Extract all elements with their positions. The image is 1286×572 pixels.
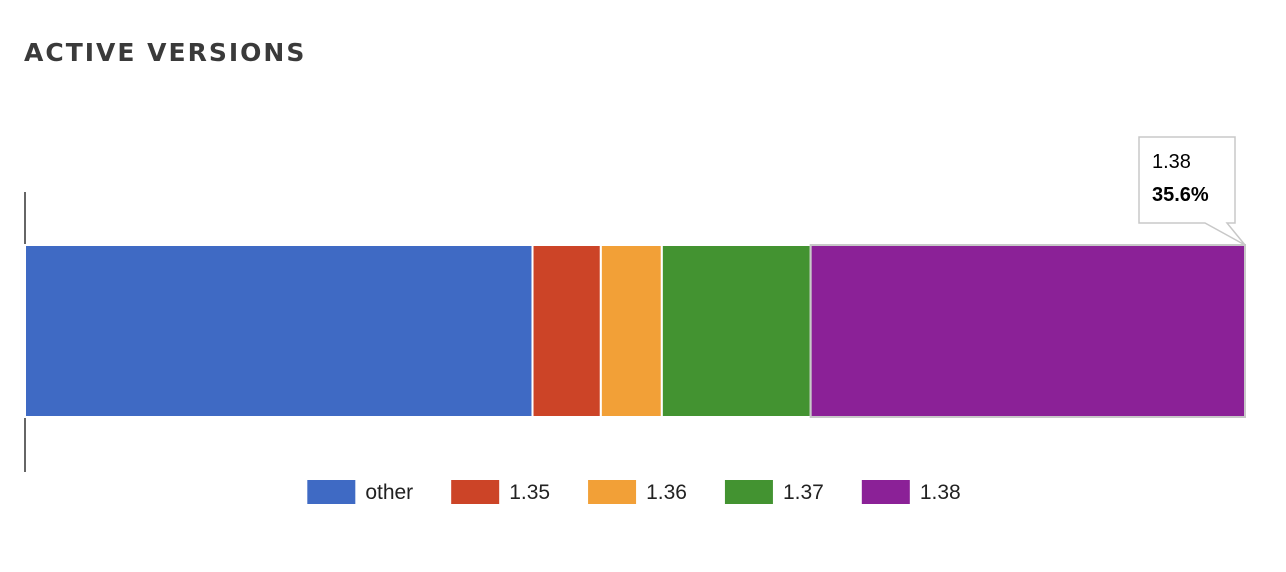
legend-swatch-1-37	[724, 480, 773, 504]
legend-label-1-37: 1.37	[783, 481, 824, 504]
legend-label-other: other	[365, 481, 413, 504]
bar-segment-1-35[interactable]	[531, 244, 602, 418]
legend-label-1-38: 1.38	[920, 481, 961, 504]
legend-swatch-other	[307, 480, 356, 504]
legend-item-1-36[interactable]: 1.36	[588, 480, 687, 504]
page-title: ACTIVE VERSIONS	[24, 38, 307, 67]
legend-swatch-1-38	[861, 480, 910, 504]
legend-swatch-1-35	[451, 480, 500, 504]
legend-swatch-1-36	[588, 480, 637, 504]
tooltip-box	[1138, 136, 1246, 246]
bar-segment-other[interactable]	[24, 244, 534, 418]
bar-segment-1-37[interactable]	[660, 244, 812, 418]
legend-label-1-35: 1.35	[509, 481, 550, 504]
legend-item-1-35[interactable]: 1.35	[451, 480, 550, 504]
legend-item-1-38[interactable]: 1.38	[861, 480, 961, 504]
bar-segment-1-36[interactable]	[599, 244, 663, 418]
bar-segment-1-38[interactable]	[809, 244, 1246, 418]
legend-item-other[interactable]: other	[307, 480, 413, 504]
tooltip: 1.38 35.6%	[1138, 136, 1246, 246]
tooltip-value: 35.6%	[1152, 184, 1209, 206]
legend-item-1-37[interactable]: 1.37	[724, 480, 824, 504]
legend-label-1-36: 1.36	[646, 481, 687, 504]
tooltip-series-label: 1.38	[1152, 151, 1191, 173]
